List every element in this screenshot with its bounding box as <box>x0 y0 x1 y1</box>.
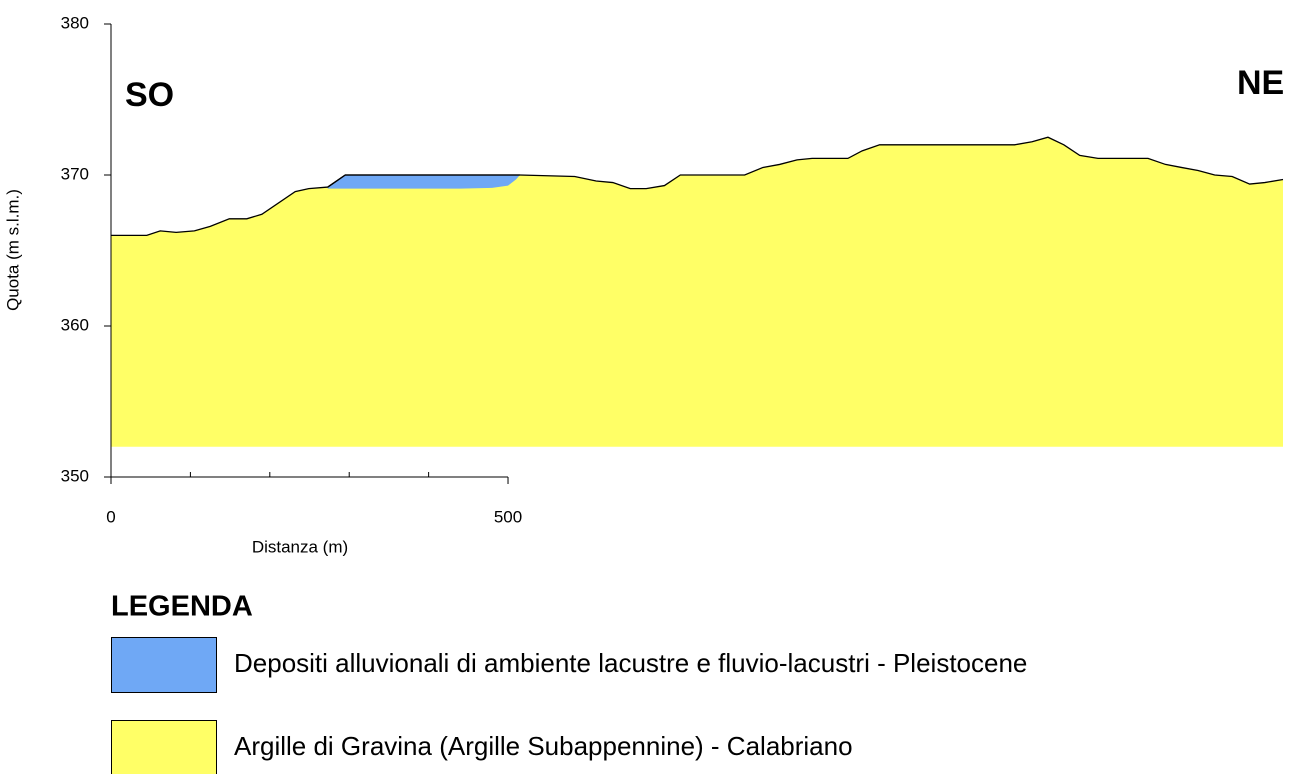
layer <box>327 175 520 189</box>
legend-swatch <box>111 720 217 774</box>
legend-swatch <box>111 637 217 693</box>
legend-label: Argille di Gravina (Argille Subappennine… <box>234 731 853 761</box>
layer-outline <box>111 136 1284 237</box>
left-label: SO <box>125 76 174 114</box>
y-tick-label: 380 <box>61 13 89 32</box>
layer <box>111 137 1283 447</box>
layer-outline <box>327 174 520 188</box>
right-label: NE <box>1237 64 1284 102</box>
y-tick-label: 350 <box>61 466 89 485</box>
x-axis-label: Distanza (m) <box>252 537 348 556</box>
y-tick-label: 370 <box>61 164 89 183</box>
y-tick-label: 360 <box>61 315 89 334</box>
x-tick-label: 0 <box>106 507 115 526</box>
x-tick-label: 500 <box>494 507 522 526</box>
legend-title: LEGENDA <box>111 591 253 623</box>
legend-label: Depositi alluvionali di ambiente lacustr… <box>234 648 1027 678</box>
y-axis-label: Quota (m s.l.m.) <box>3 189 22 311</box>
